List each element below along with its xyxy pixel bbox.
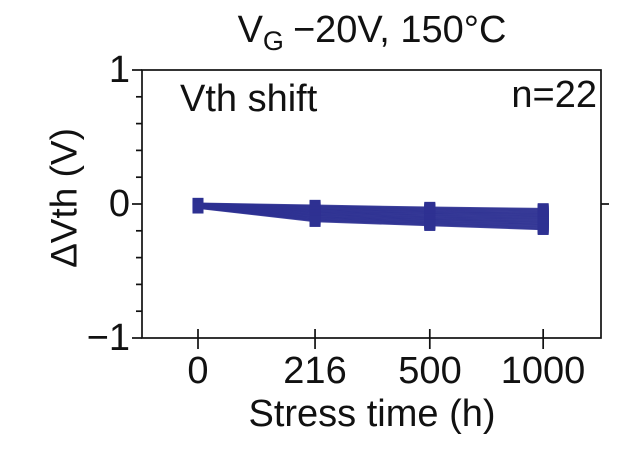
x-axis-label: Stress time (h) xyxy=(248,393,496,435)
series-line xyxy=(197,207,544,231)
title-main: V xyxy=(237,9,263,51)
ytick-label-neg1: −1 xyxy=(86,317,130,359)
title-subscript: G xyxy=(262,26,284,56)
ytick-label-0: 0 xyxy=(108,183,130,225)
xtick-label-0: 0 xyxy=(187,350,209,392)
annotation-n-count: n=22 xyxy=(511,74,597,116)
series-marker xyxy=(192,202,204,214)
series-marker xyxy=(309,215,321,227)
title-rest: −20V, 150°C xyxy=(292,9,507,51)
xtick-label-500: 500 xyxy=(398,350,462,392)
series-marker xyxy=(537,223,549,235)
ytick-label-1: 1 xyxy=(108,49,130,91)
xtick-label-1000: 1000 xyxy=(500,350,586,392)
series-marker xyxy=(424,219,436,231)
annotation-vth-shift: Vth shift xyxy=(180,78,318,120)
xtick-label-216: 216 xyxy=(283,350,347,392)
chart-title: VG −20V, 150°C xyxy=(142,10,602,61)
plot-frame xyxy=(141,69,602,339)
y-axis-label: ΔVth (V) xyxy=(43,128,85,268)
